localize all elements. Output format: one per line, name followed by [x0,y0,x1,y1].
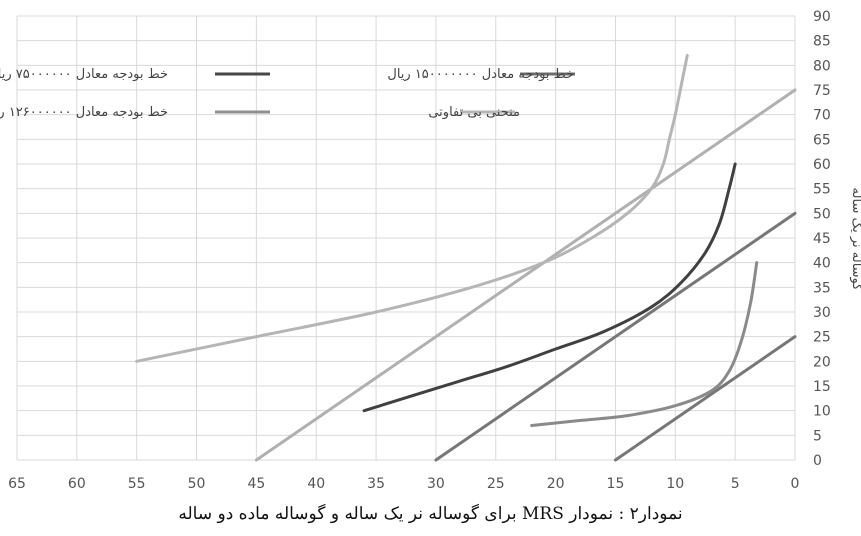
chart-caption: نمودار۲ : نمودار MRS برای گوساله نر یک س… [178,504,683,524]
x-tick-label: 20 [547,476,565,492]
x-axis-ticks: 0 5 10 15 20 25 30 35 40 45 50 55 60 65 [8,476,799,492]
y-tick-label: 35 [813,280,831,296]
y-tick-label: 70 [813,108,831,124]
legend-label-budget-75m: خط بودجه معادل ۷۵۰۰۰۰۰۰ ریال [0,67,168,82]
y-tick-label: 45 [813,231,831,247]
x-tick-label: 45 [247,476,265,492]
y-tick-label: 80 [813,58,831,74]
y-tick-label: 55 [813,182,831,198]
x-tick-label: 65 [8,476,26,492]
y-axis-ticks: 0 5 10 15 20 25 30 35 40 45 50 55 60 65 70 75 80 85 90 [813,9,831,469]
series-budget-line-1 [613,335,797,462]
mrs-chart: 0 5 10 15 20 25 30 35 40 45 50 55 60 65 0 5 10 15 20 25 30 3… [0,9,861,492]
y-tick-label: 50 [813,206,831,222]
x-tick-label: 0 [791,476,800,492]
series-budget-line-2 [434,211,797,462]
y-tick-label: 60 [813,157,831,173]
x-tick-label: 15 [607,476,625,492]
y-tick-label: 85 [813,34,831,50]
series-indifference-curve-3 [135,53,689,363]
x-tick-label: 60 [68,476,86,492]
legend: خط بودجه معادل ۷۵۰۰۰۰۰۰ ریال خط بودجه مع… [0,67,575,120]
grid [16,15,796,461]
series-indifference-curve-1 [530,261,759,427]
x-tick-label: 50 [188,476,206,492]
y-tick-label: 10 [813,404,831,420]
y-tick-label: 65 [813,132,831,148]
series-group [135,53,797,462]
x-tick-label: 30 [427,476,445,492]
y-tick-label: 0 [813,453,822,469]
x-tick-label: 35 [367,476,385,492]
y-tick-label: 90 [813,9,831,25]
x-tick-label: 40 [307,476,325,492]
x-tick-label: 25 [487,476,505,492]
y-axis-label: گوساله نر یک ساله [849,188,861,292]
y-tick-label: 75 [813,83,831,99]
y-tick-label: 5 [813,428,822,444]
legend-label-indifference: منحنی بی تفاوتی [428,105,520,120]
y-tick-label: 30 [813,305,831,321]
x-tick-label: 10 [666,476,684,492]
legend-label-budget-150m: خط بودجه معادل ۱۵۰۰۰۰۰۰۰ ریال [387,67,574,82]
y-tick-label: 20 [813,354,831,370]
y-tick-label: 25 [813,330,831,346]
y-tick-label: 15 [813,379,831,395]
series-indifference-curve-2 [362,162,737,413]
x-tick-label: 55 [128,476,146,492]
legend-label-budget-126m: خط بودجه معادل ۱۲۶۰۰۰۰۰۰ ریال [0,105,168,120]
y-tick-label: 40 [813,256,831,272]
x-tick-label: 5 [731,476,740,492]
series-budget-line-3 [254,88,797,462]
